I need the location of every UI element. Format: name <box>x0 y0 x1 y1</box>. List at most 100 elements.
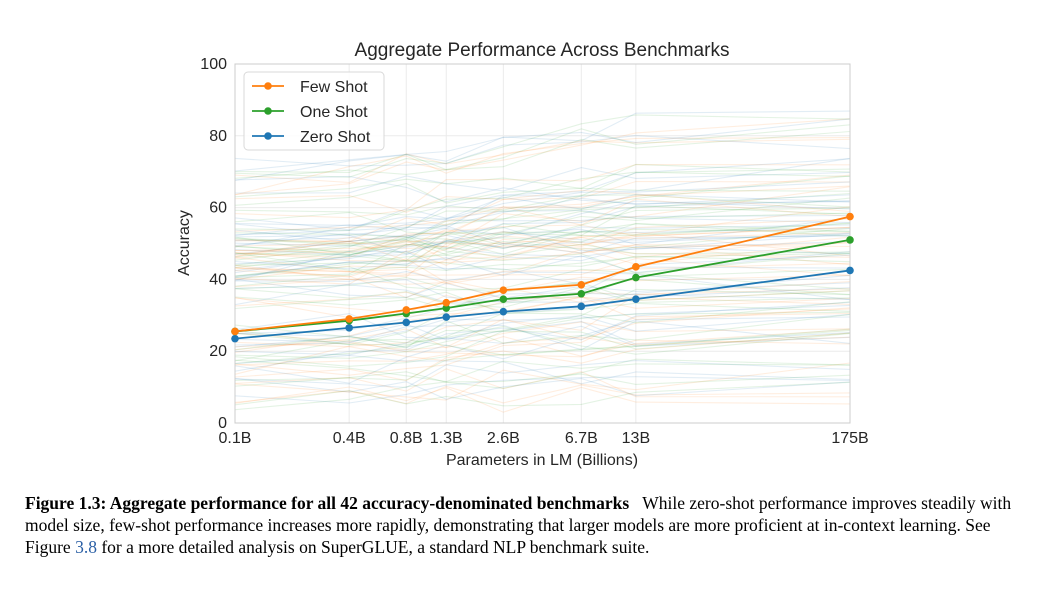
x-tick-label: 0.4B <box>333 430 366 447</box>
benchmark-trace <box>234 313 851 348</box>
benchmark-trace <box>234 138 851 184</box>
few-shot-point <box>402 306 411 314</box>
figure-caption: Figure 1.3: Aggregate performance for al… <box>25 492 1030 558</box>
benchmark-trace <box>234 354 851 385</box>
zero-shot-line <box>234 269 851 340</box>
benchmark-trace <box>234 278 851 299</box>
benchmark-trace <box>234 206 851 280</box>
benchmark-trace <box>234 164 851 219</box>
x-tick-label: 6.7B <box>565 430 598 447</box>
benchmark-trace <box>234 193 851 226</box>
benchmark-trace <box>234 332 851 382</box>
zero-shot-point <box>442 313 451 321</box>
x-axis-ticks: 0.1B 0.4B 0.8B 1.3B 2.6B 6.7B 13B 175B <box>219 430 869 447</box>
few-shot-point <box>499 286 508 294</box>
caption-label: Figure 1.3: Aggregate performance for al… <box>25 493 630 513</box>
zero-shot-point <box>632 295 640 303</box>
benchmark-trace <box>234 168 851 258</box>
one-shot-point <box>442 304 451 312</box>
y-tick-label: 0 <box>218 415 227 432</box>
benchmark-trace <box>234 114 851 178</box>
benchmark-trace <box>234 384 851 405</box>
few-shot-line <box>234 215 851 333</box>
benchmark-trace <box>234 175 851 205</box>
x-tick-label: 0.1B <box>219 430 252 447</box>
benchmark-trace <box>234 227 851 256</box>
benchmark-trace <box>234 252 851 271</box>
benchmark-trace <box>234 329 851 365</box>
benchmark-trace <box>234 223 851 266</box>
benchmark-trace <box>234 360 851 389</box>
few-shot-point <box>846 212 854 221</box>
benchmark-trace <box>234 194 851 216</box>
benchmark-trace <box>234 316 851 384</box>
benchmark-trace <box>234 288 851 359</box>
legend-label: Zero Shot <box>300 129 371 146</box>
benchmark-trace <box>234 359 851 383</box>
benchmark-trace <box>234 304 851 343</box>
figure-reference-link[interactable]: 3.8 <box>75 537 97 557</box>
benchmark-trace <box>234 174 851 259</box>
benchmark-trace <box>234 252 851 271</box>
benchmark-trace <box>234 274 851 306</box>
x-tick-label: 2.6B <box>487 430 520 447</box>
benchmark-trace <box>234 194 851 242</box>
benchmark-trace <box>234 130 851 173</box>
benchmark-trace <box>234 214 851 247</box>
one-shot-point <box>632 273 640 282</box>
benchmark-trace <box>234 192 851 256</box>
benchmark-trace <box>234 231 851 255</box>
benchmark-trace <box>234 328 851 381</box>
benchmark-trace <box>234 325 851 348</box>
x-axis-label: Parameters in LM (Billions) <box>446 452 638 469</box>
benchmark-trace <box>234 167 851 194</box>
benchmark-trace <box>234 124 851 179</box>
benchmark-trace <box>234 329 851 362</box>
y-tick-label: 60 <box>209 200 227 217</box>
benchmark-trace <box>234 386 851 413</box>
legend-swatch-marker <box>264 82 272 90</box>
benchmark-trace <box>234 245 851 274</box>
benchmark-trace <box>234 332 851 358</box>
benchmark-trace <box>234 235 851 279</box>
legend-swatch-marker <box>264 107 272 115</box>
x-tick-label: 13B <box>622 430 650 447</box>
x-tick-label: 0.8B <box>390 430 423 447</box>
one-shot-line <box>234 239 851 333</box>
y-tick-label: 20 <box>209 343 227 360</box>
benchmark-trace <box>234 158 851 236</box>
benchmark-trace <box>234 232 851 257</box>
y-axis-ticks: 0 20 40 60 80 100 <box>200 56 227 432</box>
benchmark-trace <box>234 198 851 232</box>
benchmark-trace <box>234 232 851 260</box>
chart-title: Aggregate Performance Across Benchmarks <box>355 40 730 61</box>
benchmark-trace <box>234 284 851 303</box>
benchmark-trace <box>234 135 851 167</box>
benchmark-trace <box>234 226 851 257</box>
y-tick-label: 100 <box>200 56 227 73</box>
benchmark-trace <box>234 118 851 195</box>
benchmark-trace <box>234 266 851 291</box>
few-shot-point <box>632 263 640 271</box>
caption-text: While zero-shot performance improves ste… <box>25 493 1012 557</box>
x-tick-label: 1.3B <box>430 430 463 447</box>
benchmark-trace <box>234 222 851 267</box>
benchmark-trace <box>234 236 851 278</box>
benchmark-trace <box>234 229 851 258</box>
benchmark-trace <box>234 373 851 411</box>
benchmark-trace <box>234 362 851 401</box>
benchmark-trace <box>234 207 851 254</box>
benchmark-trace <box>234 186 851 259</box>
y-tick-label: 80 <box>209 128 227 145</box>
y-axis-label: Accuracy <box>176 210 193 276</box>
zero-shot-point <box>231 334 239 343</box>
benchmark-trace <box>234 287 851 356</box>
benchmark-trace <box>234 313 851 351</box>
zero-shot-point <box>402 318 411 327</box>
benchmark-trace <box>234 229 851 254</box>
benchmark-trace <box>234 182 851 206</box>
benchmark-trace <box>234 231 851 275</box>
one-shot-point <box>846 236 854 244</box>
benchmark-trace <box>234 137 851 196</box>
benchmark-trace <box>234 228 851 250</box>
